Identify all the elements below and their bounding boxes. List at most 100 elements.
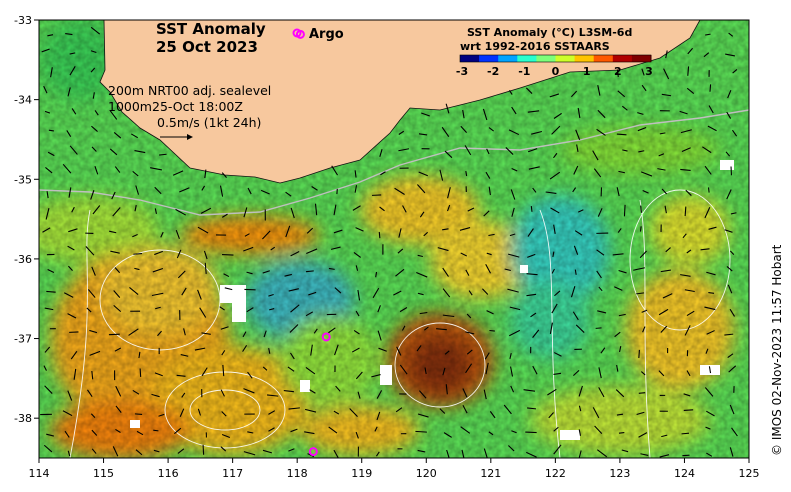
info-line2: 1000m25-Oct 18:00Z [108,99,243,114]
colorbar-tick-label: -1 [518,65,530,78]
info-line1: 200m NRT00 adj. sealevel [108,83,271,98]
current-vector [157,330,162,337]
current-vector [704,165,712,175]
current-vector [638,432,648,438]
current-vector [375,271,378,278]
y-tick-label: -34 [14,94,32,107]
current-vector [352,205,361,211]
current-vector [687,66,690,76]
current-vector [247,187,252,195]
current-vector [663,68,670,80]
current-vector [527,228,534,237]
current-vector [618,269,627,274]
current-vector [621,105,628,111]
current-vector [423,326,429,331]
current-vector [598,367,602,379]
current-vector [509,306,521,311]
current-vector [397,248,404,254]
current-vector [377,305,381,313]
current-vector [262,366,268,371]
current-vector [616,413,624,416]
current-vector [485,263,492,274]
current-vector [462,109,465,119]
current-vector [91,448,97,454]
current-vector [69,52,76,55]
current-vector [288,407,300,410]
current-vector [290,207,295,219]
current-vector [664,205,667,214]
current-vector [445,103,450,114]
current-vector [575,324,585,333]
current-vector [658,370,665,377]
current-vector [334,287,342,294]
current-vector [465,331,475,335]
current-vector [708,366,712,374]
current-vector [91,266,96,276]
x-tick-label: 125 [739,467,760,480]
current-vector [270,246,276,251]
argo-float-marker [308,447,318,457]
current-vector [289,324,299,333]
current-vector [115,405,122,413]
current-vector [683,393,691,397]
current-vector [636,292,645,295]
current-vector [330,246,341,250]
current-vector [468,290,473,296]
current-vector [328,267,335,270]
current-vector [221,350,226,356]
current-vector [246,307,254,313]
current-vector [726,111,732,119]
current-vector [508,129,520,136]
current-vector [553,372,562,376]
current-vector [508,89,513,95]
current-vector [152,267,164,273]
colorbar-tick-label: 1 [583,65,591,78]
current-vector [638,349,640,359]
current-vector [372,287,380,299]
current-vector [154,372,163,377]
current-vector [724,229,733,233]
current-vector [724,333,734,336]
current-vector [174,427,182,435]
current-vector [224,287,233,291]
current-vector [244,233,250,237]
current-vector [511,106,517,115]
current-vector [641,68,645,76]
current-vector [706,330,715,335]
current-vector [41,48,50,53]
current-vector [328,426,338,434]
current-vector [727,353,734,358]
current-vector [128,328,139,336]
current-vector [43,365,47,371]
current-vector [135,449,143,456]
current-vector [113,290,121,298]
current-vector [598,286,603,292]
current-vector [578,405,582,412]
current-vector [269,308,275,311]
current-vector [708,292,715,294]
current-vector [531,130,543,135]
current-vector [682,233,687,239]
current-vector [197,408,202,416]
current-vector [399,307,408,313]
current-vector [221,213,228,218]
current-vector [308,291,317,296]
current-vector [221,433,231,438]
current-vector [313,328,318,334]
current-vector [92,205,101,215]
current-vector [638,150,645,153]
current-vector [617,90,626,98]
current-vector [574,269,577,275]
map-title-line1: SST Anomaly [156,20,266,38]
current-vector [94,165,99,175]
current-vector [151,393,160,398]
current-vector [45,208,50,220]
current-vector [510,385,515,393]
current-vector [133,253,143,255]
current-vector [376,411,381,421]
colorbar-swatch [498,55,518,62]
current-vector [446,449,450,458]
current-vector [525,431,537,434]
current-vector [288,448,295,452]
current-vector [90,413,96,418]
